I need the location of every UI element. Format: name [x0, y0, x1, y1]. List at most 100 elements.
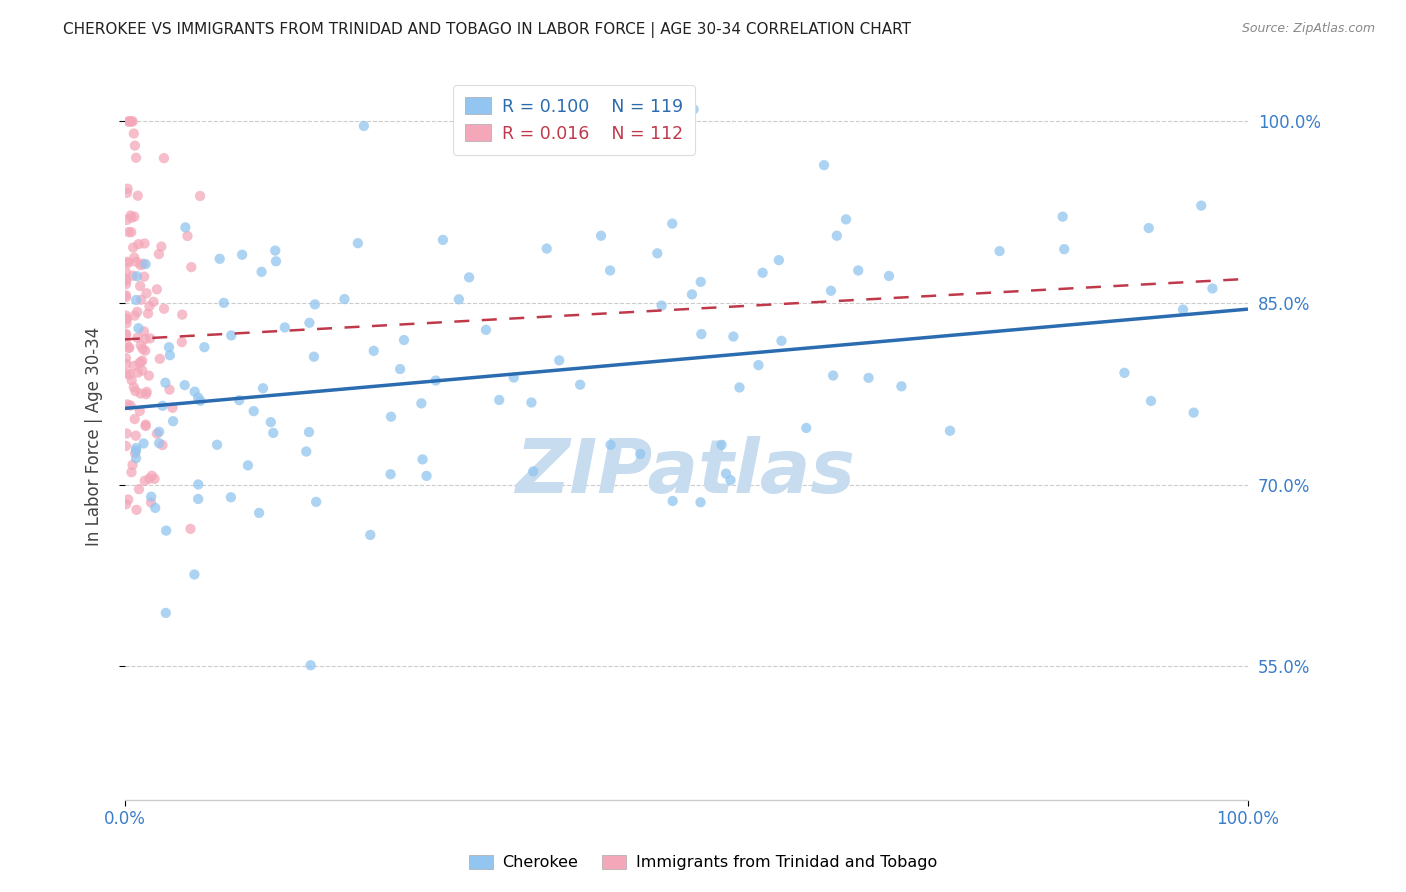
- Point: [134, 343, 156, 358]
- Point: [172, 308, 194, 322]
- Point: [132, 257, 155, 271]
- Point: [305, 495, 328, 509]
- Point: [425, 374, 447, 388]
- Point: [143, 472, 166, 486]
- Point: [262, 425, 284, 440]
- Point: [121, 114, 143, 128]
- Point: [651, 299, 673, 313]
- Point: [115, 426, 138, 441]
- Point: [174, 220, 197, 235]
- Point: [115, 288, 138, 302]
- Point: [236, 458, 259, 473]
- Point: [135, 417, 157, 432]
- Point: [115, 351, 138, 366]
- Point: [127, 321, 149, 335]
- Point: [148, 425, 170, 439]
- Point: [939, 424, 962, 438]
- Point: [118, 225, 141, 239]
- Point: [148, 247, 170, 261]
- Point: [131, 353, 153, 368]
- Point: [219, 490, 242, 504]
- Point: [193, 340, 215, 354]
- Point: [153, 301, 176, 316]
- Point: [122, 240, 145, 254]
- Point: [127, 188, 149, 202]
- Point: [846, 263, 869, 277]
- Point: [115, 309, 138, 323]
- Point: [682, 103, 704, 117]
- Point: [120, 399, 142, 413]
- Point: [228, 393, 250, 408]
- Point: [380, 409, 402, 424]
- Point: [139, 331, 162, 345]
- Point: [295, 444, 318, 458]
- Point: [115, 311, 138, 326]
- Point: [208, 252, 231, 266]
- Point: [125, 451, 148, 466]
- Point: [690, 327, 713, 342]
- Point: [124, 309, 146, 323]
- Point: [858, 371, 880, 385]
- Point: [135, 419, 157, 434]
- Point: [714, 467, 737, 481]
- Point: [242, 404, 264, 418]
- Point: [359, 528, 381, 542]
- Point: [115, 316, 138, 330]
- Point: [380, 467, 402, 482]
- Point: [170, 335, 193, 350]
- Legend: Cherokee, Immigrants from Trinidad and Tobago: Cherokee, Immigrants from Trinidad and T…: [463, 848, 943, 877]
- Point: [825, 228, 848, 243]
- Point: [447, 293, 470, 307]
- Point: [823, 368, 845, 383]
- Point: [747, 358, 769, 372]
- Point: [125, 269, 148, 284]
- Point: [628, 447, 651, 461]
- Point: [794, 421, 817, 435]
- Point: [770, 334, 793, 348]
- Point: [890, 379, 912, 393]
- Point: [212, 296, 235, 310]
- Point: [304, 297, 326, 311]
- Point: [411, 396, 433, 410]
- Point: [138, 299, 160, 313]
- Point: [117, 182, 139, 196]
- Point: [115, 439, 138, 453]
- Point: [139, 495, 162, 509]
- Point: [115, 311, 138, 326]
- Point: [247, 506, 270, 520]
- Point: [363, 343, 385, 358]
- Point: [187, 477, 209, 491]
- Point: [138, 368, 160, 383]
- Point: [129, 279, 152, 293]
- Point: [183, 384, 205, 399]
- Point: [125, 441, 148, 455]
- Point: [548, 353, 571, 368]
- Point: [689, 275, 711, 289]
- Point: [132, 324, 155, 338]
- Point: [115, 271, 138, 285]
- Point: [152, 399, 174, 413]
- Point: [877, 268, 900, 283]
- Point: [115, 213, 138, 227]
- Point: [298, 425, 321, 439]
- Point: [264, 254, 287, 268]
- Point: [522, 464, 544, 478]
- Point: [129, 338, 152, 352]
- Point: [768, 253, 790, 268]
- Point: [127, 305, 149, 319]
- Point: [127, 366, 149, 380]
- Point: [120, 225, 142, 239]
- Point: [589, 228, 612, 243]
- Point: [1201, 281, 1223, 295]
- Point: [502, 370, 524, 384]
- Point: [128, 404, 150, 418]
- Point: [599, 438, 621, 452]
- Point: [135, 384, 157, 399]
- Point: [122, 127, 145, 141]
- Point: [135, 387, 157, 401]
- Point: [1171, 302, 1194, 317]
- Point: [835, 212, 858, 227]
- Point: [458, 270, 481, 285]
- Point: [299, 658, 322, 673]
- Point: [162, 401, 184, 415]
